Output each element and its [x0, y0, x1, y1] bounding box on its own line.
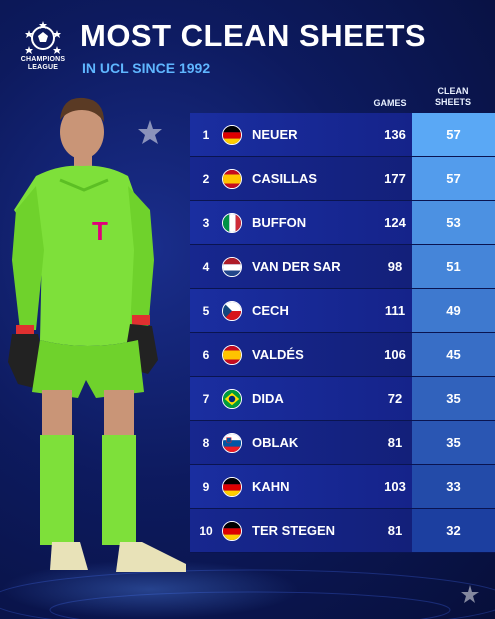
rank-label: 9	[202, 479, 210, 494]
games-value: 103	[384, 479, 406, 494]
row-player-cell: 7 DIDA 72	[190, 377, 412, 421]
czechia-flag-icon	[222, 300, 242, 321]
games-value: 111	[384, 303, 406, 318]
clean-sheets-value: 51	[412, 245, 495, 289]
player-name: OBLAK	[252, 435, 299, 450]
player-name: VALDÉS	[252, 347, 304, 362]
brazil-flag-icon	[222, 388, 242, 409]
row-player-cell: 9 KAHN 103	[190, 465, 412, 509]
table-row: 9 KAHN 103 33	[190, 465, 495, 509]
rank-label: 1	[202, 127, 210, 142]
clean-sheets-column-header: CLEAN SHEETS	[420, 86, 486, 108]
rank-label: 5	[202, 303, 210, 318]
clean-sheets-value: 33	[412, 465, 495, 509]
page-subtitle: IN UCL SINCE 1992	[82, 60, 211, 76]
germany-flag-icon	[222, 124, 242, 145]
row-player-cell: 6 VALDÉS 106	[190, 333, 412, 377]
logo-text-line1: CHAMPIONS	[20, 56, 66, 63]
player-name: CASILLAS	[252, 171, 317, 186]
table-row: 4 VAN DER SAR 98 51	[190, 245, 495, 289]
netherlands-flag-icon	[222, 256, 242, 277]
games-value: 136	[384, 127, 406, 142]
germany-flag-icon	[222, 476, 242, 497]
clean-sheets-value: 57	[412, 157, 495, 201]
player-name: VAN DER SAR	[252, 259, 341, 274]
row-player-cell: 10 TER STEGEN 81	[190, 509, 412, 553]
rank-label: 6	[202, 347, 210, 362]
clean-sheets-header-line1: CLEAN	[437, 86, 469, 96]
games-value: 72	[387, 391, 403, 406]
table-row: 10 TER STEGEN 81 32	[190, 509, 495, 553]
clean-sheets-value: 35	[412, 377, 495, 421]
row-player-cell: 4 VAN DER SAR 98	[190, 245, 412, 289]
player-name: DIDA	[252, 391, 284, 406]
clean-sheets-value: 53	[412, 201, 495, 245]
games-value: 106	[384, 347, 406, 362]
italy-flag-icon	[222, 212, 242, 233]
clean-sheets-value: 49	[412, 289, 495, 333]
table-row: 7 DIDA 72 35	[190, 377, 495, 421]
logo-text: CHAMPIONS LEAGUE	[10, 56, 76, 72]
rank-label: 7	[202, 391, 210, 406]
svg-text:T: T	[92, 216, 108, 246]
player-name: TER STEGEN	[252, 523, 336, 538]
spain-flag-icon	[222, 344, 242, 365]
player-name: NEUER	[252, 127, 298, 142]
clean-sheets-header-line2: SHEETS	[434, 97, 471, 107]
clean-sheets-value: 57	[412, 113, 495, 157]
germany-flag-icon	[222, 520, 242, 541]
games-value: 98	[387, 259, 403, 274]
row-player-cell: 5 CECH 111	[190, 289, 412, 333]
games-value: 81	[387, 523, 403, 538]
player-name: CECH	[252, 303, 289, 318]
clean-sheets-value: 32	[412, 509, 495, 553]
row-player-cell: 2 CASILLAS 177	[190, 157, 412, 201]
spain-flag-icon	[222, 168, 242, 189]
games-value: 124	[384, 215, 406, 230]
games-column-header: GAMES	[373, 98, 407, 108]
page-title: MOST CLEAN SHEETS	[80, 18, 427, 53]
row-player-cell: 1 NEUER 136	[190, 113, 412, 157]
champions-league-logo-icon	[25, 21, 61, 54]
player-name: BUFFON	[252, 215, 307, 230]
table-row: 1 NEUER 136 57	[190, 113, 495, 157]
table-row: 5 CECH 111 49	[190, 289, 495, 333]
games-value: 177	[384, 171, 406, 186]
player-name: KAHN	[252, 479, 290, 494]
table-row: 3 BUFFON 124 53	[190, 201, 495, 245]
clean-sheets-table: 1 NEUER 136 57 2 CASILLAS 177 57 3 BUFFON 124 53 4 VA…	[190, 113, 495, 553]
clean-sheets-value: 35	[412, 421, 495, 465]
rank-label: 8	[202, 435, 210, 450]
slovenia-flag-icon	[222, 432, 242, 453]
table-row: 8 OBLAK 81 35	[190, 421, 495, 465]
rank-label: 4	[202, 259, 210, 274]
clean-sheets-value: 45	[412, 333, 495, 377]
table-row: 2 CASILLAS 177 57	[190, 157, 495, 201]
rank-label: 10	[199, 523, 213, 538]
goalkeeper-illustration: T	[8, 97, 186, 572]
logo-text-line2: LEAGUE	[27, 64, 59, 71]
row-player-cell: 8 OBLAK 81	[190, 421, 412, 465]
row-player-cell: 3 BUFFON 124	[190, 201, 412, 245]
games-value: 81	[387, 435, 403, 450]
table-row: 6 VALDÉS 106 45	[190, 333, 495, 377]
rank-label: 2	[202, 171, 210, 186]
rank-label: 3	[202, 215, 210, 230]
